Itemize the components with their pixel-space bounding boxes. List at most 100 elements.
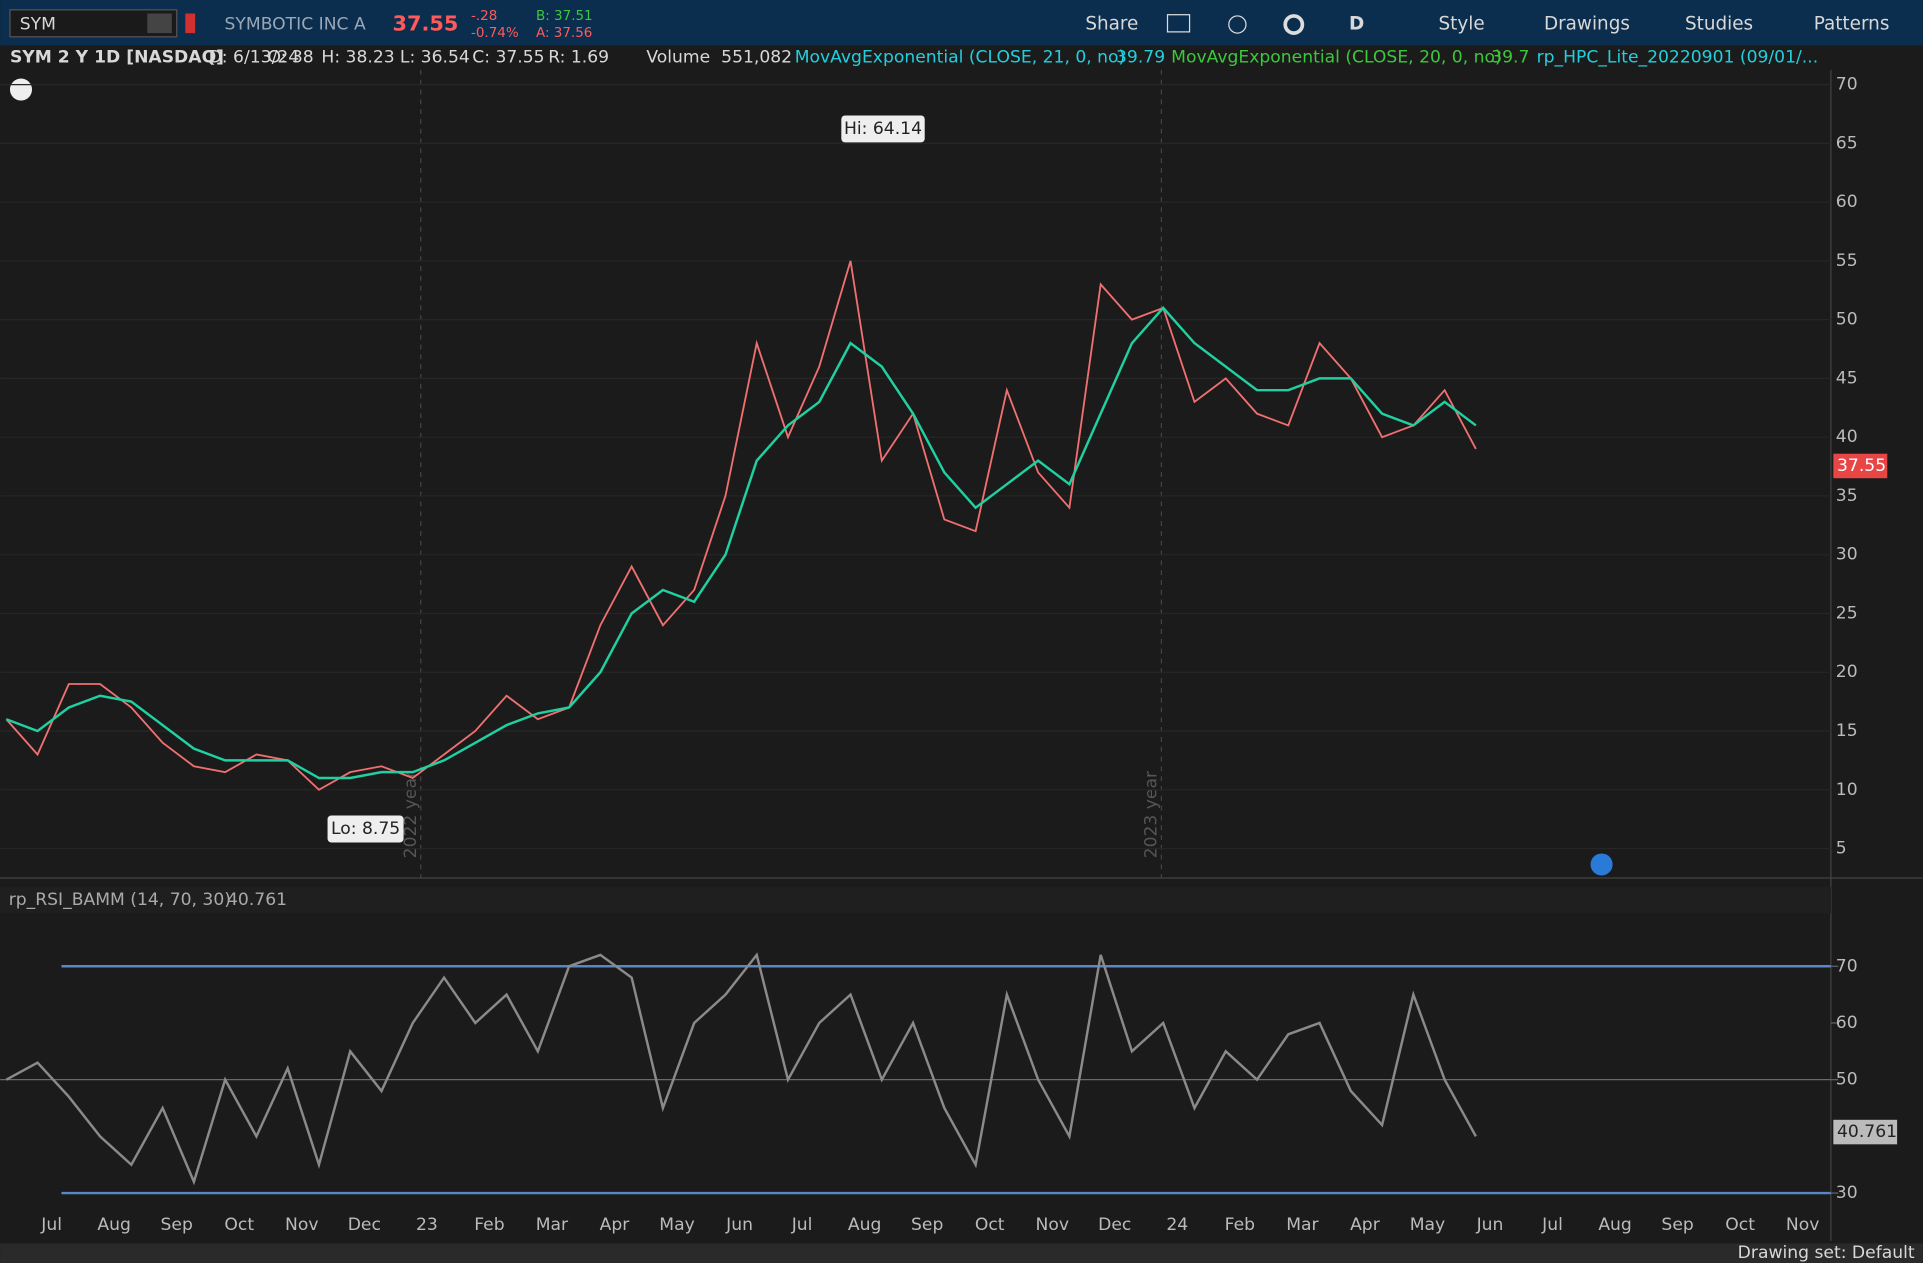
y-tick-label: 45	[1836, 368, 1858, 388]
y-tick-label: 60	[1836, 192, 1858, 212]
x-tick-label: Sep	[161, 1215, 193, 1235]
info-volume-label: Volume	[646, 48, 710, 68]
ema21-value: 39.79	[1116, 48, 1165, 68]
series-line	[5, 306, 1477, 780]
help-badge[interactable]	[1590, 853, 1613, 876]
last-price-box	[1833, 453, 1888, 479]
x-tick-label: Mar	[536, 1215, 569, 1235]
drawing-set: Drawing set: Default	[1738, 1243, 1915, 1263]
year-label: 2023 year	[1142, 770, 1162, 858]
y-tick-label: 40	[1836, 427, 1858, 447]
ema21-label: MovAvgExponential (CLOSE, 21, 0, no)	[795, 48, 1126, 68]
icon-button[interactable]	[1166, 14, 1191, 33]
x-tick-label: Jul	[791, 1215, 813, 1235]
y-tick-label: 10	[1836, 780, 1858, 800]
x-tick-label: 24	[1166, 1215, 1188, 1235]
chart-symbol: SYM 2 Y 1D [NASDAQ]	[10, 48, 224, 68]
y-tick-label: 55	[1836, 251, 1858, 271]
y-tick-label: 35	[1836, 486, 1858, 506]
settings-button[interactable]	[1283, 14, 1305, 35]
x-tick-label: Jun	[725, 1215, 753, 1235]
high-box	[841, 115, 925, 143]
patterns-button[interactable]: Patterns	[1814, 14, 1890, 35]
y-tick-label: 70	[1836, 956, 1858, 976]
x-tick-label: 23	[416, 1215, 438, 1235]
x-tick-label: May	[659, 1215, 694, 1235]
last-price: 37.55	[393, 12, 459, 36]
y-tick-label: 15	[1836, 721, 1858, 741]
toolbar	[0, 0, 1923, 46]
y-tick-label: 30	[1836, 1183, 1858, 1203]
y-tick-label: 50	[1836, 310, 1858, 330]
y-tick-label: 60	[1836, 1013, 1858, 1033]
flask-button[interactable]	[1228, 15, 1247, 34]
style-button[interactable]: Style	[1438, 14, 1484, 35]
high-label: Hi: 64.14	[844, 119, 922, 139]
low-label: Lo: 8.75	[331, 819, 400, 839]
x-tick-label: Mar	[1286, 1215, 1319, 1235]
info-volume: 551,082	[721, 48, 792, 68]
x-tick-label: Oct	[975, 1215, 1005, 1235]
info-low: L: 36.54	[400, 48, 470, 68]
x-tick-label: Dec	[348, 1215, 381, 1235]
alert-badge[interactable]	[9, 78, 33, 101]
x-tick-label: Jul	[1541, 1215, 1563, 1235]
year-label: 2022 year	[401, 770, 421, 858]
studies-button[interactable]: Studies	[1685, 14, 1753, 35]
x-tick-label: Nov	[285, 1215, 318, 1235]
x-tick-label: Oct	[224, 1215, 254, 1235]
x-tick-label: Feb	[1225, 1215, 1255, 1235]
ask: A: 37.56	[536, 25, 592, 41]
company-name: SYMBOTIC INC A	[225, 15, 366, 35]
x-tick-label: Apr	[600, 1215, 631, 1235]
rsi-value: 40.761	[227, 890, 287, 910]
ema20-value: 39.7	[1491, 48, 1529, 68]
rsi-last-label: 40.761	[1837, 1122, 1897, 1142]
x-tick-label: Jun	[1476, 1215, 1504, 1235]
y-tick-label: 5	[1836, 839, 1847, 859]
x-tick-label: Nov	[1035, 1215, 1068, 1235]
drawings-button[interactable]: Drawings	[1544, 14, 1630, 35]
y-tick-label: 25	[1836, 603, 1858, 623]
x-tick-label: Aug	[97, 1215, 131, 1235]
symbol[interactable]: SYM	[20, 15, 56, 35]
x-tick-label: Jul	[40, 1215, 62, 1235]
low-box	[327, 815, 404, 843]
y-tick-label: 30	[1836, 545, 1858, 565]
x-tick-label: Feb	[474, 1215, 504, 1235]
last-price-label: 37.55	[1837, 456, 1886, 476]
share-button[interactable]: Share	[1085, 14, 1138, 35]
info-close: C: 37.55	[472, 48, 544, 68]
y-tick-label: 50	[1836, 1070, 1858, 1090]
study-label: rp_HPC_Lite_20220901 (09/01/...	[1537, 48, 1819, 68]
rsi-title: rp_RSI_BAMM (14, 70, 30)	[9, 890, 231, 910]
x-tick-label: Nov	[1786, 1215, 1819, 1235]
series-line	[5, 952, 1477, 1186]
y-tick-label: 65	[1836, 133, 1858, 153]
ema20-label: MovAvgExponential (CLOSE, 20, 0, no)	[1171, 48, 1502, 68]
y-tick-label: 20	[1836, 662, 1858, 682]
status-bar	[0, 1243, 1923, 1263]
series-line	[5, 260, 1477, 791]
period-button[interactable]: D	[1349, 14, 1364, 35]
info-range: R: 1.69	[548, 48, 609, 68]
x-tick-label: May	[1410, 1215, 1445, 1235]
x-tick-label: Oct	[1725, 1215, 1755, 1235]
y-tick-label: 70	[1836, 75, 1858, 95]
symbol-dropdown[interactable]	[147, 13, 172, 34]
rsi-last-box	[1833, 1119, 1898, 1145]
x-tick-label: Aug	[848, 1215, 882, 1235]
info-high: H: 38.23	[321, 48, 394, 68]
x-tick-label: Apr	[1350, 1215, 1381, 1235]
x-tick-label: Aug	[1598, 1215, 1631, 1235]
x-tick-label: Sep	[911, 1215, 943, 1235]
rsi-header	[0, 886, 1831, 914]
info-open: O: 38	[267, 48, 313, 68]
alert-icon[interactable]	[185, 13, 196, 34]
info-date: D: 6/13/24	[209, 48, 300, 68]
net-change: -.28	[471, 8, 497, 24]
x-tick-label: Dec	[1098, 1215, 1131, 1235]
